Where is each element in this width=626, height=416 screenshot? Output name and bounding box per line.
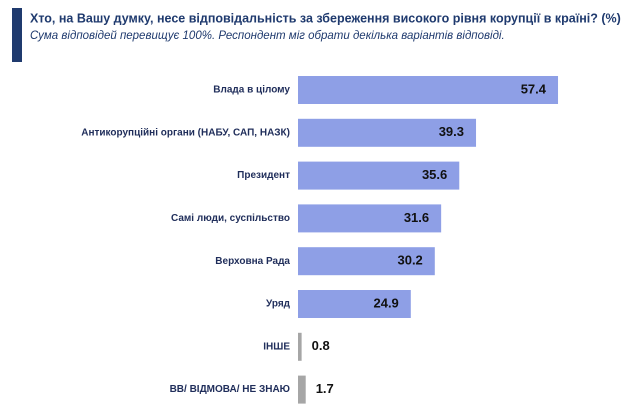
bar xyxy=(298,290,411,318)
value-label: 57.4 xyxy=(521,81,547,96)
bar xyxy=(298,375,306,404)
value-label: 30.2 xyxy=(397,253,422,268)
bar xyxy=(298,332,302,361)
bar xyxy=(298,76,559,104)
category-label: Уряд xyxy=(266,299,291,310)
value-label: 35.6 xyxy=(422,167,447,182)
category-label: Президент xyxy=(237,170,290,181)
value-label: 0.8 xyxy=(312,338,330,353)
value-label: 31.6 xyxy=(404,210,429,225)
category-label: Антикорупційні органи (НАБУ, САП, НАЗК) xyxy=(81,127,290,138)
value-label: 24.9 xyxy=(373,295,398,310)
category-label: Верховна Рада xyxy=(215,256,290,267)
category-label: Влада в цілому xyxy=(213,85,290,96)
category-label: ІНШЕ xyxy=(263,341,290,352)
bar xyxy=(298,247,435,276)
chart-title: Хто, на Вашу думку, несе відповідальніст… xyxy=(30,11,621,25)
value-label: 39.3 xyxy=(439,124,464,139)
bar xyxy=(298,204,442,233)
title-accent xyxy=(12,8,22,62)
category-label: Самі люди, суспільство xyxy=(171,213,290,224)
bar xyxy=(298,161,460,190)
value-label: 1.7 xyxy=(316,381,334,396)
category-label: ВВ/ ВІДМОВА/ НЕ ЗНАЮ xyxy=(170,384,290,395)
chart-subtitle: Сума відповідей перевищує 100%. Респонде… xyxy=(30,30,505,42)
bar xyxy=(298,118,477,147)
